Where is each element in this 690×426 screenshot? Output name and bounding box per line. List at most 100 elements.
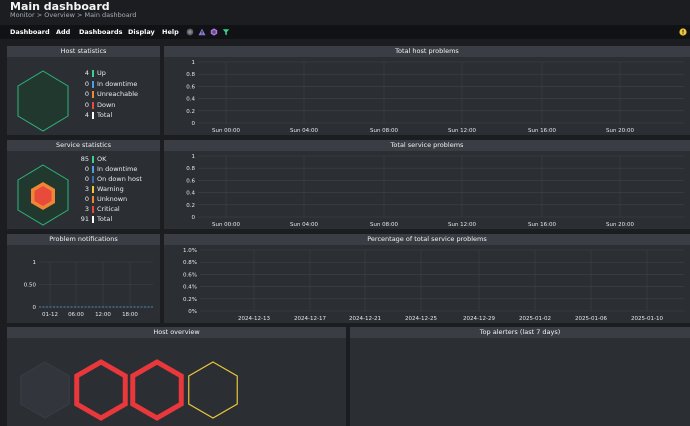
x-tick-label: Sun 12:00	[448, 128, 477, 134]
x-tick-label: 2024-12-13	[238, 316, 270, 322]
percentage-service-problems-chart[interactable]: 0% 0.2% 0.4% 0.6% 0.8% 1.0% 2024-12-13 2024-12-…	[164, 245, 690, 323]
y-tick-label: 0.2	[186, 109, 195, 115]
status-color-bar	[92, 196, 94, 203]
stat-count: 0	[84, 90, 89, 98]
status-color-bar	[92, 101, 94, 109]
host-hexagon-critical[interactable]	[74, 359, 128, 421]
top-alerters-panel: Top alerters (last 7 days)	[350, 327, 690, 426]
x-tick-label: Sun 08:00	[370, 128, 399, 134]
menu-help[interactable]: Help	[162, 28, 179, 36]
y-tick-label: 1.0%	[183, 248, 197, 254]
panel-title: Total service problems	[164, 140, 690, 151]
breadcrumb[interactable]: Monitor > Overview > Main dashboard	[10, 11, 137, 19]
stat-label: In downtime	[97, 79, 138, 88]
host-hexagon-critical[interactable]	[130, 359, 184, 421]
stat-label: Total	[97, 215, 113, 223]
hexagon-purple-icon[interactable]	[210, 28, 218, 36]
x-tick-label: 18:00	[122, 312, 138, 318]
stat-count: 85	[80, 155, 89, 163]
host-status-hexagon[interactable]	[15, 69, 71, 133]
stat-count: 0	[84, 195, 89, 203]
status-color-bar	[92, 166, 94, 173]
y-tick-label: 0.6	[186, 84, 195, 90]
status-color-bar	[92, 206, 94, 213]
y-tick-label: 0.4%	[183, 285, 197, 291]
x-tick-label: 06:00	[68, 312, 84, 318]
host-overview-panel: Host overview	[7, 327, 346, 426]
y-tick-label: 0.4	[186, 191, 195, 197]
x-tick-label: 2024-12-21	[349, 316, 381, 322]
warning-triangle-icon[interactable]	[198, 28, 206, 36]
y-tick-label: 1	[192, 154, 196, 160]
total-host-problems-chart[interactable]: 0 0.2 0.4 0.6 0.8 1 Sun 00:00 Sun 04:00 Sun 08:0…	[164, 57, 690, 135]
total-host-problems-panel: Total host problems 0 0.2 0.4 0.6 0.8 1 Sun 00…	[164, 46, 690, 135]
y-tick-label: 0.2%	[183, 297, 197, 303]
x-tick-label: 2025-01-10	[631, 316, 663, 322]
stat-count: 3	[84, 185, 89, 193]
x-tick-label: Sun 00:00	[212, 222, 241, 228]
menu-dashboards[interactable]: Dashboards	[79, 28, 123, 36]
status-color-bar	[92, 70, 94, 77]
filter-icon[interactable]	[222, 28, 230, 36]
stat-count: 0	[84, 165, 89, 173]
stat-label: Unknown	[97, 195, 128, 203]
stat-label: Down	[97, 100, 116, 109]
stat-label: On down host	[97, 175, 142, 183]
x-tick-label: 2024-12-29	[463, 316, 495, 322]
y-tick-label: 0.6%	[183, 272, 197, 278]
menu-add[interactable]: Add	[56, 28, 71, 36]
menu-dashboard[interactable]: Dashboard	[10, 28, 50, 36]
host-statistics-panel: Host statistics 4 Up 0 In downtime 0 Unreacha…	[7, 46, 160, 135]
circle-grey-icon[interactable]	[186, 28, 194, 36]
x-tick-label: Sun 08:00	[370, 222, 399, 228]
y-tick-label: 0.8%	[183, 260, 197, 266]
y-tick-label: 0%	[188, 309, 197, 315]
top-alerters-list	[350, 338, 690, 426]
stat-label: In downtime	[97, 165, 138, 173]
stat-count: 4	[84, 111, 89, 119]
y-tick-label: 1	[33, 260, 37, 266]
panel-title: Host statistics	[7, 46, 160, 57]
stat-count: 0	[84, 79, 89, 88]
host-overview-grid	[20, 359, 238, 421]
status-color-bar	[92, 186, 94, 193]
status-color-bar	[92, 80, 94, 88]
page-header: Main dashboard Monitor > Overview > Main…	[0, 0, 690, 25]
exclamation-circle-icon[interactable]	[679, 28, 687, 36]
y-tick-label: 0.2	[186, 203, 195, 209]
y-tick-label: 0.4	[186, 97, 195, 103]
problem-notifications-panel: Problem notifications 0 0.50 1 01-12 06:00 12…	[7, 234, 160, 323]
y-tick-label: 0.8	[186, 166, 195, 172]
total-service-problems-chart[interactable]: 0 0.2 0.4 0.6 0.8 1 Sun 00:00 Sun 04:00 Sun 08:0…	[164, 151, 690, 229]
y-tick-label: 0	[192, 121, 196, 127]
menu-display[interactable]: Display	[128, 28, 155, 36]
x-tick-label: 2024-12-25	[405, 316, 437, 322]
total-service-problems-panel: Total service problems 0 0.2 0.4 0.6 0.8 1 Sun…	[164, 140, 690, 229]
stat-count: 3	[84, 205, 89, 213]
stat-label: Warning	[97, 185, 124, 193]
percentage-service-problems-panel: Percentage of total service problems 0% 0…	[164, 234, 690, 323]
service-status-hexagon[interactable]	[15, 163, 71, 227]
panel-title: Top alerters (last 7 days)	[350, 327, 690, 338]
stat-count: 91	[80, 215, 89, 223]
host-hexagon-empty[interactable]	[20, 361, 70, 419]
x-tick-label: Sun 16:00	[528, 222, 557, 228]
stat-label: Total	[97, 111, 113, 119]
x-tick-label: 2025-01-02	[519, 316, 551, 322]
stat-count: 0	[84, 100, 89, 109]
status-color-bar	[92, 112, 94, 119]
stat-label: Up	[97, 69, 106, 77]
stat-label: Critical	[97, 205, 120, 213]
panel-title: Total host problems	[164, 46, 690, 57]
x-tick-label: 2025-01-06	[575, 316, 607, 322]
status-color-bar	[92, 91, 94, 98]
y-tick-label: 0	[192, 215, 196, 221]
stat-label: OK	[97, 155, 107, 163]
status-color-bar	[92, 176, 94, 183]
host-hexagon-warning[interactable]	[188, 361, 238, 419]
x-tick-label: Sun 04:00	[290, 128, 319, 134]
y-tick-label: 1	[192, 60, 196, 66]
x-tick-label: 01-12	[42, 312, 58, 318]
x-tick-label: 12:00	[95, 312, 111, 318]
problem-notifications-chart[interactable]: 0 0.50 1 01-12 06:00 12:00 18:00	[7, 245, 160, 323]
